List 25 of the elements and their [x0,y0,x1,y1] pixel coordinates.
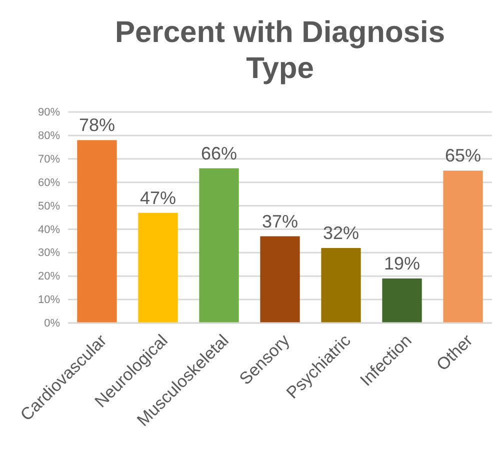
bar [260,236,300,323]
bar [321,248,361,323]
y-tick-label: 90% [38,106,60,119]
data-label: 65% [445,146,482,166]
data-label: 37% [262,211,298,232]
bar [199,168,239,323]
y-tick-label: 60% [38,176,60,189]
data-label: 47% [140,188,176,208]
y-tick-label: 70% [38,153,60,166]
data-label: 19% [384,253,420,274]
y-tick-label: 80% [38,130,60,142]
chart-title: Percent with Diagnosis Type [114,16,446,85]
bar [382,278,422,323]
bar [443,170,483,323]
bar [138,212,178,323]
y-tick-label: 40% [38,224,60,236]
data-label: 78% [78,115,115,136]
data-label: 66% [200,143,238,164]
y-tick-label: 30% [38,247,60,260]
y-tick-label: 0% [44,318,60,330]
data-label: 32% [322,222,360,243]
y-tick-label: 10% [38,294,60,306]
bar [77,140,117,323]
y-tick-label: 20% [38,270,60,283]
y-tick-label: 50% [38,200,60,212]
